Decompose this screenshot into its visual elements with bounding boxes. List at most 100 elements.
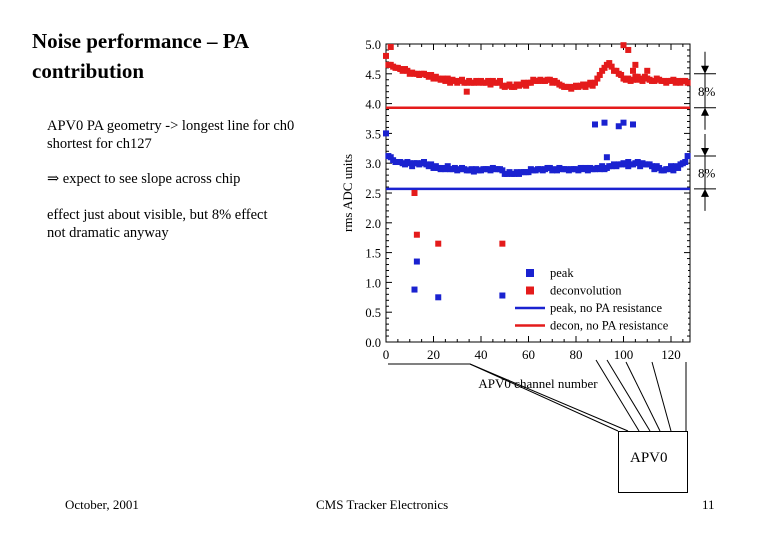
annotation-label: 8% [698,165,716,180]
data-point-peak [435,294,442,301]
bullet-2-text: expect to see slope across chip [62,171,241,187]
legend-box [512,262,688,334]
legend-label: decon, no PA resistance [550,319,669,333]
data-point-deconvolution [606,60,613,67]
y-tick-label: 0.5 [365,306,381,320]
y-tick-label: 5.0 [365,38,381,52]
y-tick-label: 1.0 [365,276,381,290]
data-point-peak [682,159,689,166]
data-point-deconvolution [634,73,641,80]
arrow-down-icon [701,148,709,157]
data-point-peak [603,154,610,161]
data-point-peak [499,167,506,174]
bullet-2: ⇒ expect to see slope across chip [47,170,294,188]
x-tick-label: 100 [614,347,634,362]
chip-connector-line [469,363,629,432]
y-tick-label: 4.5 [365,68,381,82]
data-point-deconvolution [625,46,632,53]
y-tick-label: 2.5 [365,187,381,201]
chip-connector-line [595,359,640,432]
data-point-peak [383,130,389,137]
slide-title: Noise performance – PA contribution [32,26,249,86]
data-point-deconvolution [487,81,494,88]
x-tick-label: 60 [522,347,535,362]
bullet-3-line-1: effect just about visible, but 8% effect [47,207,268,223]
data-point-deconvolution [444,75,451,82]
chip-connector-line [651,361,672,432]
data-point-deconvolution [684,79,691,86]
bullet-1-line-2: shortest for ch127 [47,136,152,152]
page-number: 11 [702,497,715,512]
apv0-chip-label: APV0 [630,450,668,466]
data-point-deconvolution [594,75,601,82]
title-line-1: Noise performance – PA [32,29,250,53]
data-point-deconvolution [428,71,435,78]
apv0-chip-box [618,431,688,493]
data-point-peak [592,121,598,128]
x-tick-label: 80 [570,347,583,362]
arrow-down-icon [701,65,709,74]
x-tick-label: 0 [383,347,390,362]
data-point-peak [625,159,632,166]
data-point-deconvolution [618,71,625,78]
data-point-deconvolution [413,231,420,238]
data-point-deconvolution [387,43,394,50]
footer-date: October, 2001 [65,497,139,512]
y-tick-label: 3.0 [365,157,381,171]
data-point-deconvolution [383,52,389,59]
data-point-deconvolution [592,79,598,86]
data-point-peak [630,121,636,128]
data-point-deconvolution [435,240,442,247]
arrow-up-icon [701,188,709,197]
legend-marker [526,286,534,295]
x-tick-label: 120 [661,347,681,362]
data-point-peak [499,292,506,299]
bullet-1-line-1: APV0 PA geometry -> longest line for ch0 [47,118,295,134]
legend-label: peak [550,266,574,280]
data-point-peak [620,119,627,126]
legend-label: peak, no PA resistance [550,301,662,315]
bullet-list: APV0 PA geometry -> longest line for ch0… [47,117,294,242]
data-point-deconvolution [632,61,639,68]
y-tick-label: 2.0 [365,217,381,231]
data-point-peak [615,123,622,130]
data-point-peak [411,286,418,293]
chip-connector-line [625,361,661,432]
data-point-deconvolution [639,77,646,84]
bullet-3-line-2: not dramatic anyway [47,225,169,241]
annotation-label: 8% [698,84,716,99]
y-tick-label: 4.0 [365,98,381,112]
data-point-peak [428,161,435,168]
footer-center: CMS Tracker Electronics [316,497,449,512]
legend-label: deconvolution [550,284,622,298]
data-point-deconvolution [630,67,636,74]
data-point-deconvolution [620,42,627,49]
data-point-peak [684,153,691,160]
arrow-up-icon [701,107,709,116]
implies-arrow-icon: ⇒ [47,171,60,187]
title-line-2: contribution [32,59,145,83]
y-tick-label: 3.5 [365,127,381,141]
data-point-peak [675,164,682,171]
legend-marker [526,269,534,277]
data-point-deconvolution [463,88,470,95]
data-point-peak [634,159,641,166]
y-axis-label: rms ADC units [340,154,355,232]
x-axis-label: APV0 channel number [478,376,598,391]
y-tick-label: 1.5 [365,247,381,261]
chip-connector-line [388,363,619,432]
x-tick-label: 20 [427,347,440,362]
data-point-peak [413,258,420,265]
data-point-deconvolution [485,77,492,84]
data-point-deconvolution [644,67,651,74]
data-point-peak [670,167,677,174]
x-tick-label: 40 [475,347,488,362]
data-point-peak [668,163,674,170]
data-point-deconvolution [411,190,418,196]
data-point-deconvolution [596,71,603,78]
data-point-deconvolution [499,240,506,247]
chip-connector-line [606,359,651,432]
y-tick-label: 0.0 [365,336,381,350]
data-point-deconvolution [608,63,615,70]
